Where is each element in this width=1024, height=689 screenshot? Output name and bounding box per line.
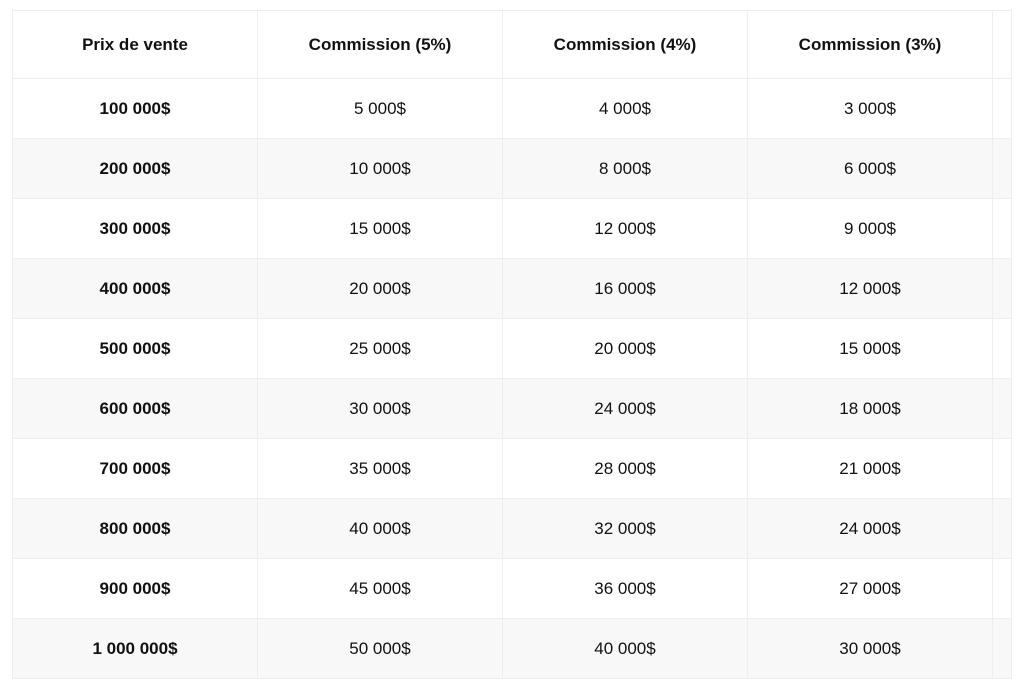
cell-empty [993,319,1012,379]
cell-com-3: 30 000$ [748,619,993,679]
table-row: 500 000$ 25 000$ 20 000$ 15 000$ [13,319,1012,379]
cell-com-5: 45 000$ [258,559,503,619]
col-header-com-5: Commission (5%) [258,11,503,79]
cell-com-3: 9 000$ [748,199,993,259]
cell-com-3: 24 000$ [748,499,993,559]
cell-empty [993,259,1012,319]
table-row: 800 000$ 40 000$ 32 000$ 24 000$ [13,499,1012,559]
cell-price: 300 000$ [13,199,258,259]
cell-com-4: 32 000$ [503,499,748,559]
cell-com-5: 50 000$ [258,619,503,679]
table-row: 700 000$ 35 000$ 28 000$ 21 000$ [13,439,1012,499]
cell-empty [993,559,1012,619]
cell-com-5: 20 000$ [258,259,503,319]
cell-com-3: 18 000$ [748,379,993,439]
cell-com-3: 15 000$ [748,319,993,379]
cell-empty [993,379,1012,439]
cell-com-4: 36 000$ [503,559,748,619]
cell-price: 1 000 000$ [13,619,258,679]
table-row: 1 000 000$ 50 000$ 40 000$ 30 000$ [13,619,1012,679]
cell-com-3: 12 000$ [748,259,993,319]
cell-com-5: 5 000$ [258,79,503,139]
cell-com-5: 35 000$ [258,439,503,499]
table-row: 200 000$ 10 000$ 8 000$ 6 000$ [13,139,1012,199]
col-header-com-4: Commission (4%) [503,11,748,79]
cell-com-4: 40 000$ [503,619,748,679]
table-row: 600 000$ 30 000$ 24 000$ 18 000$ [13,379,1012,439]
cell-com-5: 15 000$ [258,199,503,259]
cell-com-4: 12 000$ [503,199,748,259]
cell-com-4: 16 000$ [503,259,748,319]
cell-empty [993,619,1012,679]
cell-com-4: 20 000$ [503,319,748,379]
cell-price: 100 000$ [13,79,258,139]
commission-table: Prix de vente Commission (5%) Commission… [12,10,1012,679]
table-header-row: Prix de vente Commission (5%) Commission… [13,11,1012,79]
col-header-com-3: Commission (3%) [748,11,993,79]
cell-empty [993,139,1012,199]
col-header-empty [993,11,1012,79]
cell-com-4: 8 000$ [503,139,748,199]
table-row: 400 000$ 20 000$ 16 000$ 12 000$ [13,259,1012,319]
cell-com-3: 21 000$ [748,439,993,499]
cell-price: 600 000$ [13,379,258,439]
cell-com-5: 10 000$ [258,139,503,199]
table-row: 300 000$ 15 000$ 12 000$ 9 000$ [13,199,1012,259]
table-row: 100 000$ 5 000$ 4 000$ 3 000$ [13,79,1012,139]
table-row: 900 000$ 45 000$ 36 000$ 27 000$ [13,559,1012,619]
cell-com-4: 28 000$ [503,439,748,499]
cell-com-5: 40 000$ [258,499,503,559]
cell-com-5: 30 000$ [258,379,503,439]
cell-empty [993,499,1012,559]
cell-empty [993,79,1012,139]
cell-com-4: 24 000$ [503,379,748,439]
cell-price: 400 000$ [13,259,258,319]
cell-price: 900 000$ [13,559,258,619]
cell-com-3: 3 000$ [748,79,993,139]
cell-empty [993,199,1012,259]
cell-com-3: 6 000$ [748,139,993,199]
cell-price: 200 000$ [13,139,258,199]
cell-price: 500 000$ [13,319,258,379]
cell-price: 700 000$ [13,439,258,499]
cell-com-5: 25 000$ [258,319,503,379]
cell-price: 800 000$ [13,499,258,559]
cell-com-3: 27 000$ [748,559,993,619]
col-header-price: Prix de vente [13,11,258,79]
cell-empty [993,439,1012,499]
cell-com-4: 4 000$ [503,79,748,139]
